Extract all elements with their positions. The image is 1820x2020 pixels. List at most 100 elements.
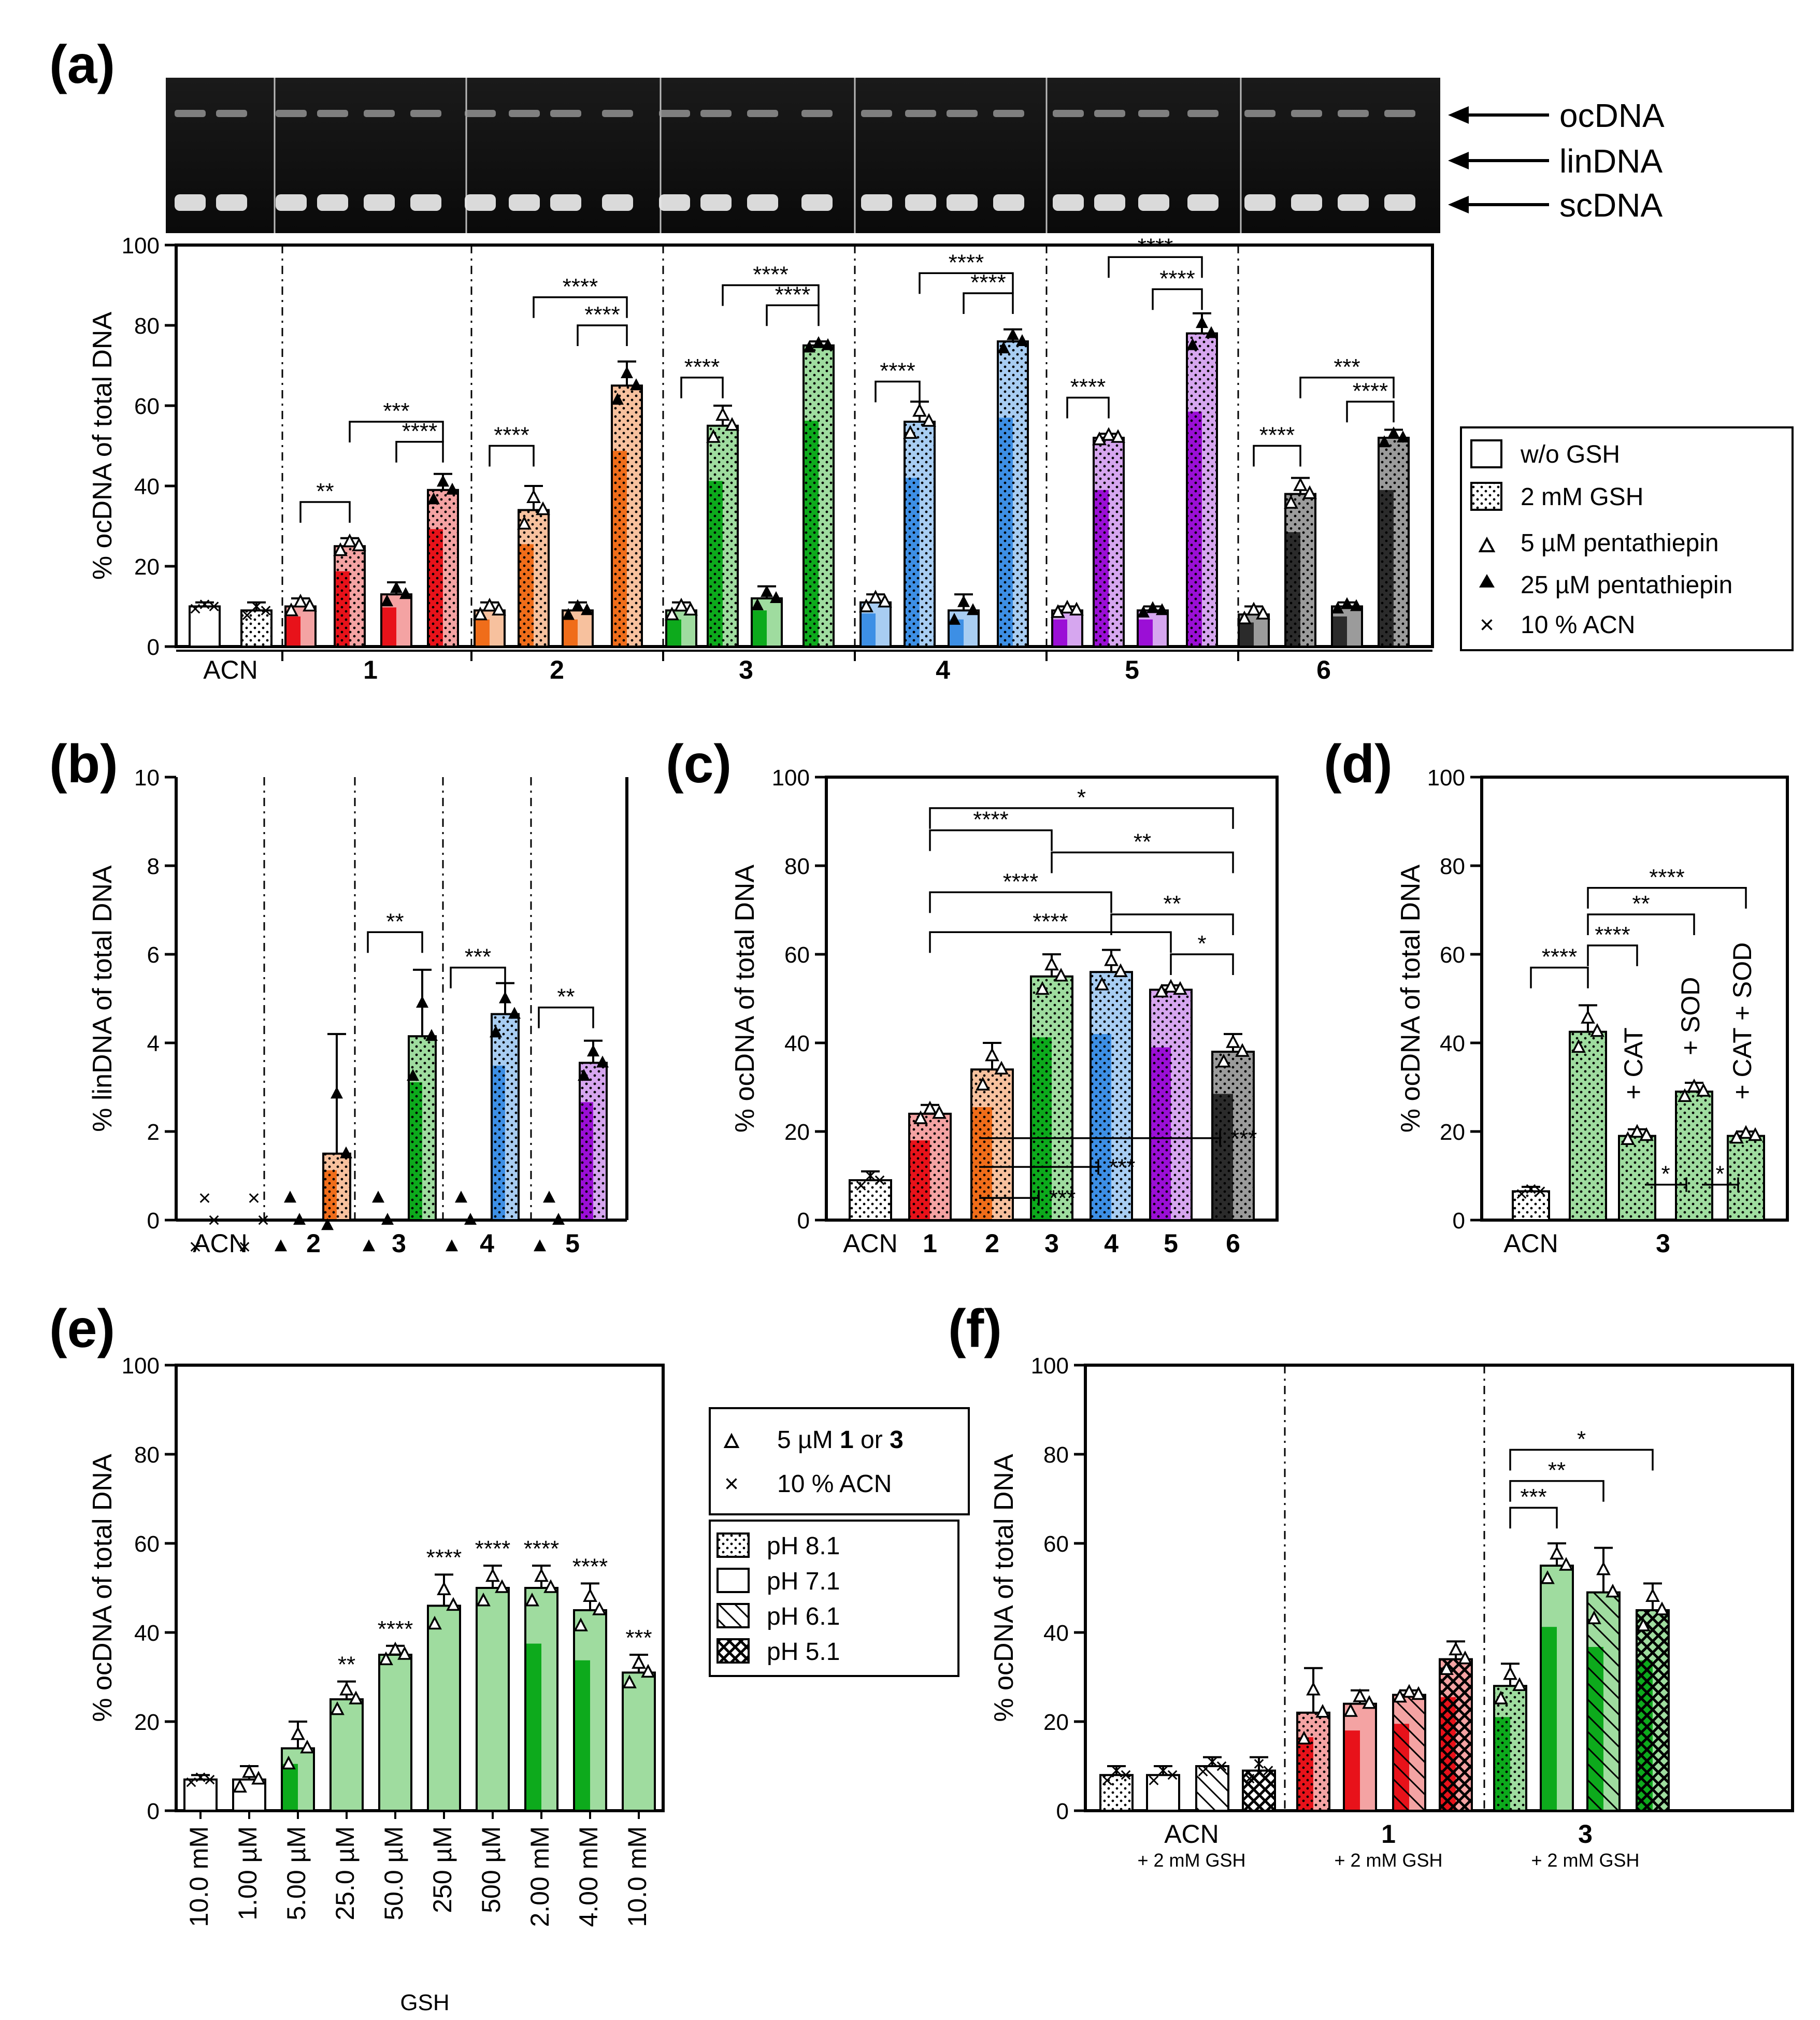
b-sig-label: **	[386, 909, 404, 934]
b-5-bar-pattern	[409, 1036, 436, 1220]
a-25-marker-filled-triangle	[1397, 431, 1409, 442]
a-4-marker-filled-triangle	[381, 594, 393, 607]
a-14-bar-fill	[861, 613, 876, 647]
d-1-bar-pattern	[1570, 1032, 1606, 1220]
f-10-marker-open-triangle	[1587, 1610, 1601, 1624]
f-ytick-label: 40	[1043, 1621, 1069, 1646]
gel-band-oc	[747, 110, 778, 117]
e-9-bar-fill	[623, 1672, 655, 1811]
gel-band-oc	[216, 110, 247, 117]
a-21-marker-filled-triangle	[1205, 326, 1217, 338]
a-group-label: 1	[363, 655, 378, 684]
b-7-marker-filled-triangle	[499, 991, 511, 1004]
c-0-marker-cross: ×	[855, 1173, 868, 1197]
c-sig-bracket	[1170, 953, 1234, 975]
gel-band-oc	[905, 110, 936, 117]
a-7-bar-pattern	[519, 510, 549, 647]
e-2-marker-open-triangle	[281, 1755, 296, 1770]
a-16-marker-filled-triangle	[948, 612, 961, 625]
d-4-bar-pattern	[1728, 1136, 1764, 1220]
e-0-marker-cross: ×	[194, 1765, 207, 1789]
b-group-label: 3	[392, 1229, 406, 1258]
e-9-marker-open-triangle	[622, 1674, 637, 1688]
f-sig-label: **	[1548, 1458, 1566, 1483]
b-3-marker-filled-triangle	[340, 1146, 352, 1158]
legend-e: 5 µM 1 or 3 × 10 % ACN pH 8.1 pH 7.1 pH …	[709, 1407, 970, 1677]
gel-band-sc	[700, 194, 732, 211]
a-1-marker-cross: ×	[250, 594, 263, 619]
gel-band-sc	[1094, 194, 1125, 211]
e-2-marker-open-triangle	[300, 1739, 314, 1754]
b-2-marker-filled-triangle	[293, 1213, 306, 1225]
f-0-marker-cross: ×	[1120, 1763, 1133, 1787]
a-5-marker-filled-triangle	[446, 482, 458, 495]
b-2-marker-filled-triangle	[284, 1191, 296, 1203]
d-2-marker-open-triangle	[1639, 1127, 1654, 1141]
b-4-marker-filled-triangle	[363, 1239, 375, 1252]
legend-e-marker-0: 5 µM 1 or 3	[777, 1426, 904, 1454]
a-8-marker-filled-triangle	[571, 599, 584, 611]
gel-band-sc	[905, 194, 936, 211]
d-2-marker-open-triangle	[1630, 1124, 1644, 1138]
e-ytick-label: 0	[147, 1799, 160, 1824]
d-sig-label: **	[1632, 891, 1650, 916]
c-5-marker-open-triangle	[1173, 981, 1187, 995]
f-9-marker-open-triangle	[1559, 1557, 1573, 1571]
gel-band-oc	[1244, 110, 1276, 117]
a-sig-bracket	[875, 380, 921, 403]
panel-label-d: (d)	[1324, 734, 1393, 794]
a-10-marker-open-triangle	[665, 606, 679, 621]
a-sig-label: ****	[1159, 266, 1195, 291]
legend-swatch-2mm-gsh	[1470, 482, 1502, 511]
a-sig-bracket	[533, 296, 628, 318]
f-2-marker-cross: ×	[1206, 1749, 1219, 1773]
f-6-marker-open-triangle	[1402, 1684, 1416, 1698]
c-sig-label: ***	[1230, 1126, 1257, 1151]
c-sig-label: *	[1197, 931, 1206, 956]
f-8-bar-pattern	[1494, 1686, 1526, 1811]
gel-band-oc	[1187, 110, 1219, 117]
b-ylabel: % linDNA of total DNA	[88, 865, 118, 1132]
e-7-marker-open-triangle	[534, 1568, 549, 1582]
e-0-marker-cross: ×	[185, 1770, 198, 1794]
e-sig-label: ***	[625, 1625, 652, 1651]
f-4-marker-open-triangle	[1315, 1704, 1330, 1718]
a-ylabel: % ocDNA of total DNA	[88, 312, 118, 580]
f-2-bar-pattern	[1196, 1766, 1228, 1811]
f-5-marker-open-triangle	[1343, 1703, 1358, 1717]
b-sig-label: **	[557, 984, 575, 1010]
gel-band-sc	[602, 194, 633, 211]
c-category-label: 3	[1044, 1229, 1059, 1258]
c-3-bar-pattern	[1031, 976, 1072, 1220]
f-1-bar-fill	[1147, 1775, 1179, 1811]
e-5-marker-open-triangle	[427, 1615, 442, 1630]
e-ytick-label: 80	[134, 1442, 160, 1468]
gel-band-sc	[1384, 194, 1415, 211]
panel-label-a: (a)	[49, 35, 115, 95]
b-8-marker-filled-triangle	[543, 1191, 555, 1203]
a-17-marker-filled-triangle	[1016, 334, 1028, 346]
e-4-marker-open-triangle	[388, 1641, 403, 1656]
c-category-label: 4	[1104, 1229, 1119, 1258]
b-1-marker-cross: ×	[257, 1208, 270, 1232]
f-sig-label: *	[1577, 1426, 1586, 1452]
d-3-marker-open-triangle	[1687, 1078, 1701, 1093]
d-3-bar-pattern	[1676, 1092, 1712, 1220]
d-sig-bracket	[1587, 944, 1638, 966]
e-category-label: 250 µM	[428, 1826, 457, 1913]
c-ytick-label: 60	[784, 942, 810, 968]
gel-band-oc	[1094, 110, 1125, 117]
a-ytick-label: 0	[147, 635, 160, 660]
a-sig-bracket	[349, 421, 444, 442]
c-sig-bracket	[929, 829, 1053, 851]
e-sig-label: ****	[426, 1545, 462, 1570]
a-15-marker-open-triangle	[912, 403, 927, 417]
a-2-bar-fill	[285, 616, 300, 647]
b-ytick-label: 6	[147, 942, 160, 968]
a-6-marker-open-triangle	[482, 597, 497, 612]
a-6-bar-fill	[475, 619, 490, 647]
a-20-marker-filled-triangle	[1156, 603, 1168, 615]
e-category-label: 5.00 µM	[282, 1826, 311, 1921]
d-0-marker-cross: ×	[1534, 1179, 1547, 1203]
f-2-marker-cross: ×	[1197, 1759, 1210, 1783]
